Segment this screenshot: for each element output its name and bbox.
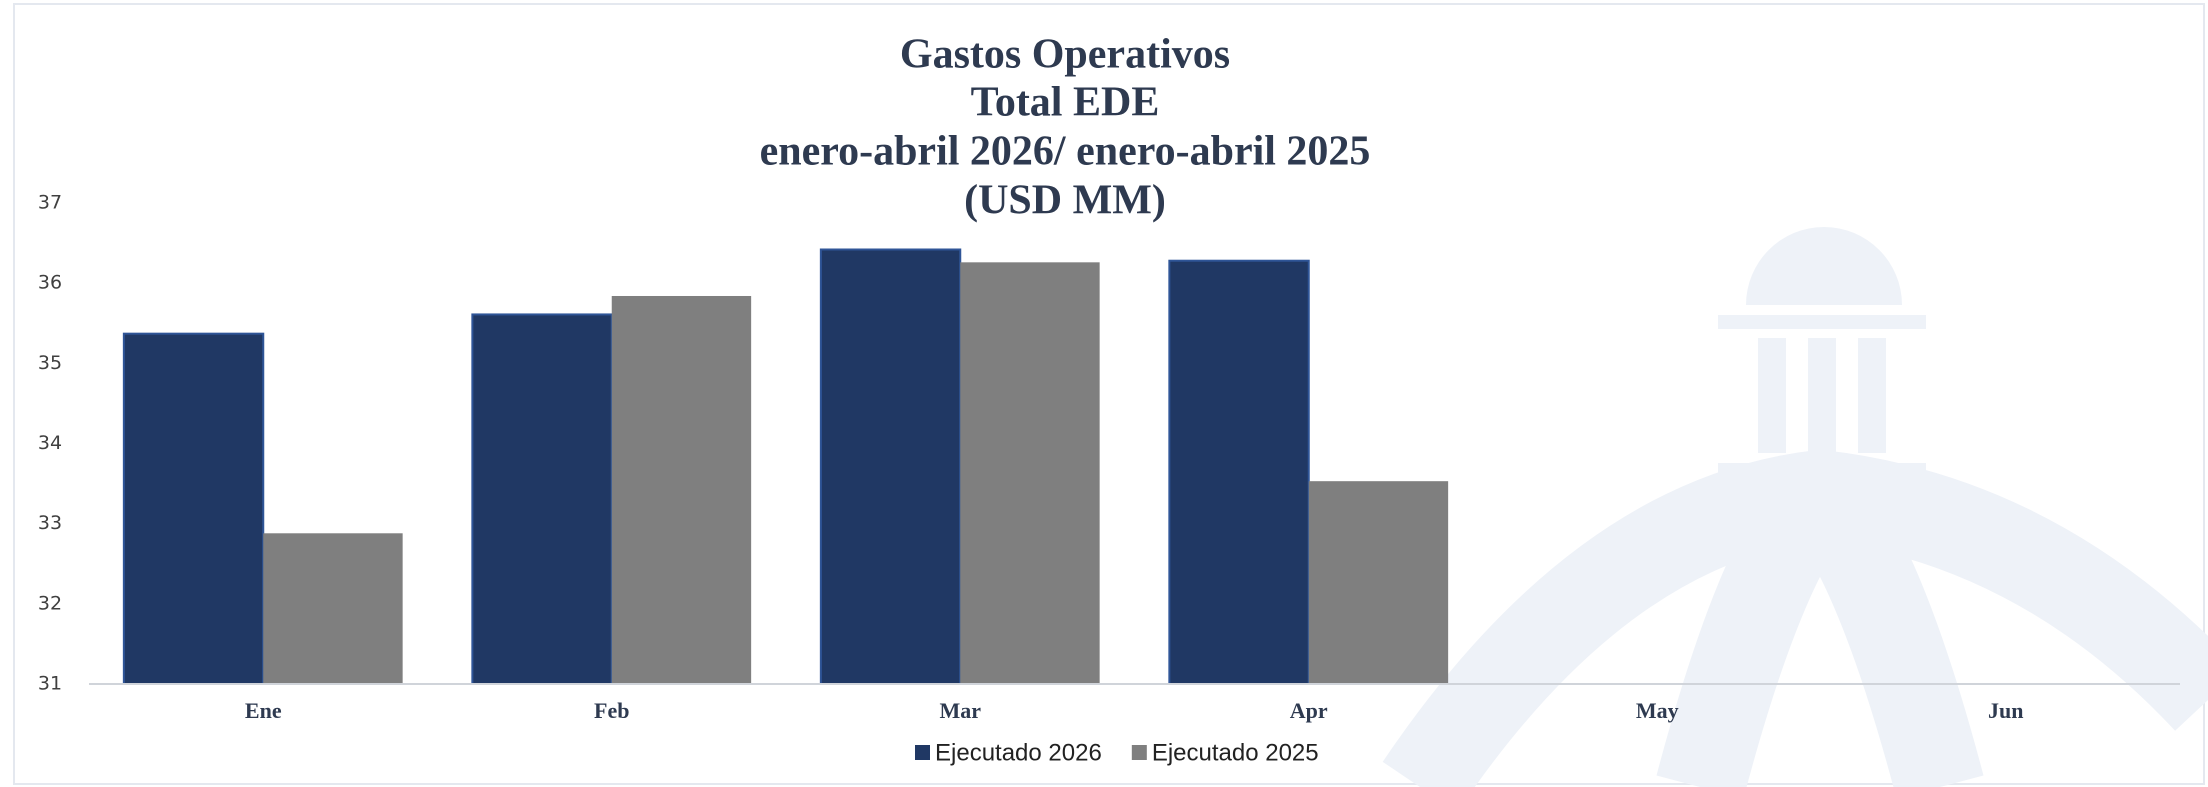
chart-title: (USD MM) bbox=[964, 178, 1166, 224]
y-tick-label: 33 bbox=[38, 512, 62, 534]
y-tick-label: 32 bbox=[38, 592, 62, 614]
y-tick-label: 36 bbox=[38, 272, 62, 294]
y-tick-label: 34 bbox=[38, 432, 62, 454]
x-tick-label: Ene bbox=[245, 698, 282, 723]
chart-title: Gastos Operativos bbox=[900, 32, 1230, 78]
bar bbox=[124, 334, 263, 684]
bar bbox=[1169, 261, 1308, 684]
y-tick-label: 35 bbox=[38, 352, 62, 374]
bar bbox=[472, 314, 611, 684]
y-tick-label: 37 bbox=[38, 192, 62, 214]
x-tick-label: Mar bbox=[939, 698, 981, 723]
chart: Gastos Operativos Total EDE enero-abril … bbox=[0, 0, 2208, 787]
bar bbox=[612, 296, 751, 684]
chart-title: enero-abril 2026/ enero-abril 2025 bbox=[760, 129, 1371, 175]
bar bbox=[263, 533, 402, 684]
x-tick-label: Apr bbox=[1290, 698, 1328, 723]
x-tick-label: Jun bbox=[1988, 698, 2023, 723]
bar bbox=[960, 262, 1099, 684]
bar bbox=[821, 249, 960, 684]
chart-title: Total EDE bbox=[971, 80, 1160, 126]
legend-swatch bbox=[915, 745, 930, 760]
legend-label: Ejecutado 2025 bbox=[1152, 739, 1319, 766]
legend-label: Ejecutado 2026 bbox=[935, 739, 1102, 766]
x-tick-label: May bbox=[1636, 698, 1679, 723]
bar bbox=[1309, 481, 1448, 684]
legend-swatch bbox=[1132, 745, 1147, 760]
y-tick-label: 31 bbox=[38, 673, 62, 695]
x-tick-label: Feb bbox=[594, 698, 629, 723]
